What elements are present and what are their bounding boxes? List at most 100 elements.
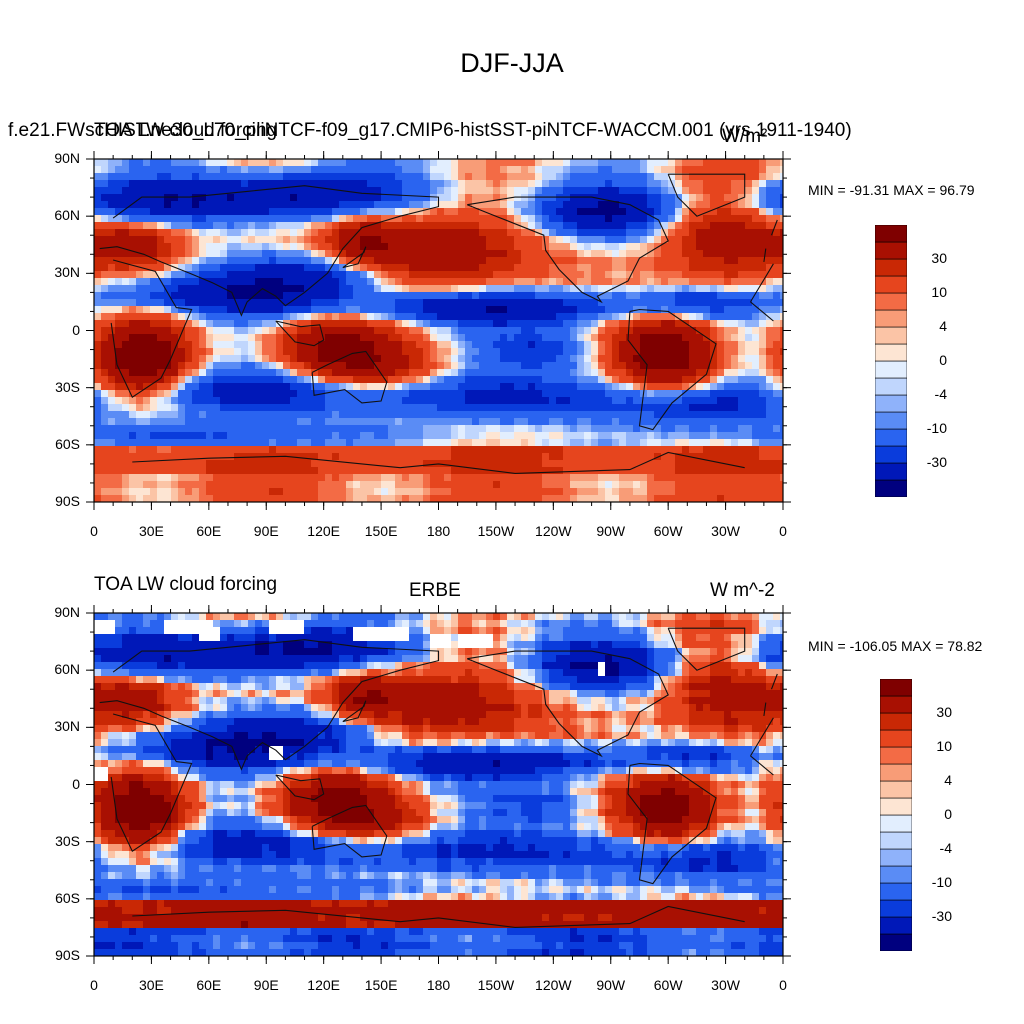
field-cell — [682, 376, 690, 384]
field-cell — [136, 376, 144, 384]
field-cell — [199, 467, 207, 475]
field-cell — [416, 320, 424, 328]
field-cell — [311, 369, 319, 377]
field-cell — [626, 383, 634, 391]
field-cell — [689, 257, 697, 265]
field-cell — [556, 180, 564, 188]
field-cell — [633, 243, 641, 251]
field-cell — [325, 439, 333, 447]
field-cell — [710, 376, 718, 384]
field-cell — [647, 292, 655, 300]
field-cell — [409, 243, 417, 251]
field-cell — [612, 194, 620, 202]
field-cell — [514, 369, 522, 377]
field-cell — [290, 369, 298, 377]
field-cell — [220, 481, 228, 489]
field-cell — [703, 488, 711, 496]
field-cell — [297, 481, 305, 489]
field-cell — [703, 250, 711, 258]
field-cell — [269, 474, 277, 482]
field-cell — [633, 208, 641, 216]
field-cell — [542, 495, 550, 502]
field-cell — [696, 460, 704, 468]
field-cell — [626, 334, 634, 342]
field-cell — [514, 460, 522, 468]
field-cell — [248, 180, 256, 188]
field-cell — [262, 411, 270, 419]
field-cell — [192, 467, 200, 475]
field-cell — [171, 180, 179, 188]
field-cell — [157, 425, 165, 433]
field-cell — [150, 397, 158, 405]
field-cell — [542, 460, 550, 468]
field-cell — [304, 383, 312, 391]
field-cell — [759, 446, 767, 454]
field-cell — [710, 453, 718, 461]
field-cell — [584, 362, 592, 370]
field-cell — [199, 404, 207, 412]
field-cell — [479, 369, 487, 377]
field-cell — [598, 474, 606, 482]
field-cell — [143, 201, 151, 209]
field-cell — [108, 453, 116, 461]
field-cell — [248, 173, 256, 181]
field-cell — [101, 425, 109, 433]
field-cell — [682, 453, 690, 461]
field-cell — [388, 488, 396, 496]
field-cell — [325, 348, 333, 356]
field-cell — [430, 348, 438, 356]
field-cell — [717, 355, 725, 363]
field-cell — [444, 481, 452, 489]
field-cell — [675, 180, 683, 188]
field-cell — [703, 460, 711, 468]
field-cell — [318, 250, 326, 258]
field-cell — [416, 348, 424, 356]
field-cell — [598, 257, 606, 265]
field-cell — [136, 180, 144, 188]
field-cell — [381, 446, 389, 454]
field-cell — [297, 467, 305, 475]
field-cell — [633, 166, 641, 174]
field-cell — [213, 180, 221, 188]
field-cell — [325, 334, 333, 342]
field-cell — [94, 404, 102, 412]
field-cell — [269, 327, 277, 335]
field-cell — [640, 488, 648, 496]
field-cell — [689, 453, 697, 461]
field-cell — [430, 474, 438, 482]
field-cell — [283, 362, 291, 370]
field-cell — [696, 474, 704, 482]
field-cell — [318, 369, 326, 377]
field-cell — [360, 334, 368, 342]
field-cell — [318, 481, 326, 489]
field-cell — [269, 229, 277, 237]
field-cell — [213, 320, 221, 328]
field-cell — [521, 369, 529, 377]
field-cell — [612, 411, 620, 419]
field-cell — [542, 222, 550, 230]
field-cell — [500, 299, 508, 307]
field-cell — [437, 285, 445, 293]
field-cell — [227, 376, 235, 384]
field-cell — [332, 285, 340, 293]
field-cell — [731, 453, 739, 461]
field-cell — [717, 334, 725, 342]
field-cell — [773, 187, 781, 195]
field-cell — [654, 299, 662, 307]
field-cell — [759, 474, 767, 482]
field-cell — [542, 418, 550, 426]
field-cell — [360, 257, 368, 265]
field-cell — [409, 264, 417, 272]
field-cell — [584, 488, 592, 496]
field-cell — [682, 355, 690, 363]
field-cell — [605, 376, 613, 384]
field-cell — [745, 453, 753, 461]
field-cell — [150, 222, 158, 230]
field-cell — [353, 411, 361, 419]
field-cell — [661, 187, 669, 195]
field-cell — [549, 215, 557, 223]
field-cell — [416, 397, 424, 405]
field-cell — [101, 229, 109, 237]
field-cell — [451, 306, 459, 314]
field-cell — [507, 285, 515, 293]
